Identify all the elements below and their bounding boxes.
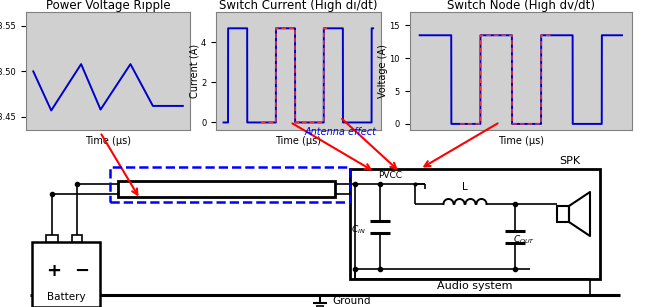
Text: PVCC: PVCC (378, 171, 402, 180)
Bar (350, 169, 600, 279)
Y-axis label: Current (A): Current (A) (190, 44, 200, 99)
Text: Antenna effect: Antenna effect (305, 127, 377, 137)
Title: Power Voltage Ripple: Power Voltage Ripple (46, 0, 170, 12)
Bar (557, 206, 569, 222)
Text: Audio system: Audio system (437, 281, 513, 291)
Bar (32, 242, 100, 307)
X-axis label: Time (μs): Time (μs) (498, 136, 544, 146)
Text: Battery: Battery (46, 292, 85, 302)
Text: SPK: SPK (559, 156, 580, 166)
Text: $C_{OUT}$: $C_{OUT}$ (513, 233, 535, 246)
Text: L: L (462, 182, 468, 192)
Text: −: − (74, 262, 90, 280)
Y-axis label: Voltage (A): Voltage (A) (378, 45, 388, 98)
Bar (72, 235, 82, 242)
Text: +: + (46, 262, 61, 280)
Bar (46, 235, 58, 242)
Text: Ground: Ground (332, 296, 370, 306)
X-axis label: Time (μs): Time (μs) (275, 136, 321, 146)
Text: $C_{IN}$: $C_{IN}$ (352, 223, 366, 236)
Title: Switch Current (High di/dt): Switch Current (High di/dt) (219, 0, 377, 12)
X-axis label: Time (μs): Time (μs) (85, 136, 131, 146)
Title: Switch Node (High dv/dt): Switch Node (High dv/dt) (447, 0, 595, 12)
Polygon shape (569, 192, 590, 236)
Bar (110, 167, 350, 202)
Bar (118, 181, 335, 197)
